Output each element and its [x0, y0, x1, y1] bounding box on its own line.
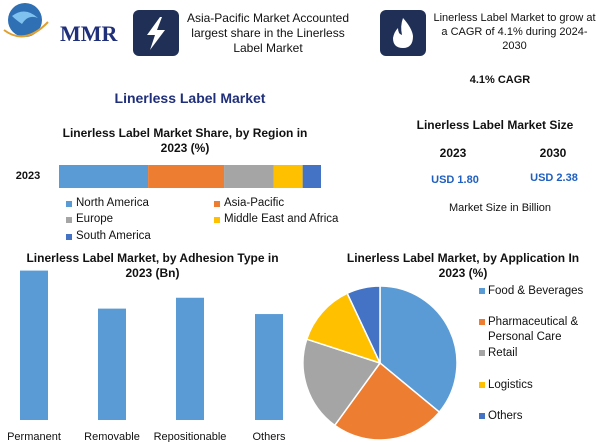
legend-label: Pharmaceutical & Personal Care — [488, 316, 579, 343]
legend-swatch — [479, 382, 485, 388]
legend-label: Food & Beverages — [488, 285, 584, 297]
chart-title: Linerless Label Market, by Application I… — [346, 251, 580, 280]
legend-swatch — [479, 413, 485, 419]
legend-label: Europe — [76, 213, 114, 225]
logo-text: MMR — [60, 21, 118, 46]
legend-swatch — [66, 217, 72, 223]
legend-label: Asia-Pacific — [224, 197, 285, 209]
size-year: 2023 — [439, 146, 467, 160]
main-title: Linerless Label Market — [114, 90, 266, 106]
pie-slice — [302, 338, 382, 427]
bar — [20, 270, 48, 420]
bar-segment — [59, 165, 149, 188]
bar-segment — [148, 165, 225, 188]
legend-label: Middle East and Africa — [224, 213, 339, 225]
x-tick-label: Removable — [84, 431, 140, 442]
x-tick-label: Permanent — [7, 431, 61, 442]
fact-text: Asia-Pacific Market Accounted largest sh… — [186, 11, 350, 55]
chart-title: Linerless Label Market, by Adhesion Type… — [26, 251, 279, 280]
pie-slice — [305, 292, 382, 365]
x-tick-label: Repositionable — [153, 431, 227, 442]
legend-label: South America — [76, 230, 151, 242]
bar — [176, 297, 204, 420]
x-tick-label: Others — [252, 431, 286, 442]
legend-swatch — [479, 288, 485, 294]
pie-slice — [333, 361, 441, 441]
legend-swatch — [214, 217, 220, 223]
size-note: Market Size in Billion — [448, 202, 552, 214]
lightning-icon — [147, 17, 165, 50]
chart-title: Linerless Label Market Share, by Region … — [62, 126, 308, 155]
legend-label: Logistics — [488, 379, 533, 391]
pie-slice — [379, 285, 458, 414]
flame-icon — [393, 18, 413, 48]
size-amount: USD 2.38 — [530, 172, 578, 184]
legend-swatch — [214, 201, 220, 207]
bar-segment — [224, 165, 274, 188]
legend-label: North America — [76, 197, 149, 209]
bar — [98, 308, 126, 420]
bar — [255, 314, 283, 420]
legend-swatch — [479, 319, 485, 325]
y-tick-label: 2023 — [15, 170, 41, 182]
fact-text: Linerless Label Market to grow at a CAGR… — [433, 12, 596, 52]
cagr: 4.1% CAGR — [469, 74, 531, 86]
pie-slice — [346, 285, 381, 364]
size-year: 2030 — [539, 146, 567, 160]
logo-swoosh — [3, 21, 49, 38]
legend-label: Others — [488, 410, 523, 422]
size-amount: USD 1.80 — [431, 174, 479, 186]
legend-swatch — [479, 350, 485, 356]
logo-land — [12, 11, 38, 24]
legend-swatch — [66, 234, 72, 240]
legend-label: Retail — [488, 347, 518, 359]
size-title: Linerless Label Market Size — [416, 118, 574, 132]
bar-segment — [273, 165, 303, 188]
legend-swatch — [66, 201, 72, 207]
bar-segment — [302, 165, 321, 188]
